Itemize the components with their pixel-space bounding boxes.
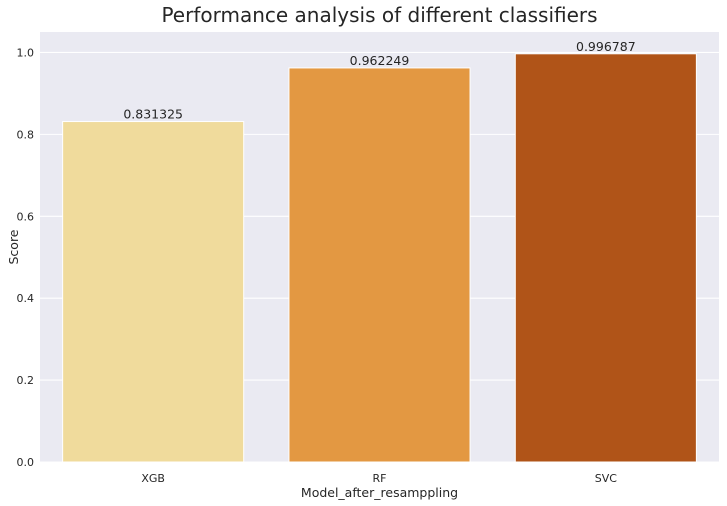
x-tick-label-svc: SVC: [595, 472, 618, 485]
y-tick-label: 1.0: [17, 46, 35, 59]
x-axis-ticks: XGB RF SVC: [141, 472, 617, 485]
chart-title: Performance analysis of different classi…: [161, 3, 597, 27]
y-axis-label: Score: [6, 229, 21, 264]
bar-svc: [514, 53, 697, 463]
y-tick-label: 0.4: [17, 292, 35, 305]
bar-xgb: [62, 121, 245, 463]
bar-rf: [288, 67, 471, 463]
x-axis-label: Model_after_resamppling: [301, 485, 458, 500]
data-label-svc: 0.996787: [576, 39, 636, 54]
x-tick-label-xgb: XGB: [141, 472, 165, 485]
x-tick-label-rf: RF: [373, 472, 387, 485]
data-label-xgb: 0.831325: [123, 107, 183, 122]
y-tick-label: 0.0: [17, 456, 35, 469]
data-label-rf: 0.962249: [350, 53, 410, 68]
y-axis-ticks: 0.0 0.2 0.4 0.6 0.8 1.0: [17, 46, 35, 469]
bars: [62, 53, 697, 463]
y-tick-label: 0.2: [17, 374, 35, 387]
data-labels: 0.831325 0.962249 0.996787: [123, 39, 635, 122]
y-tick-label: 0.8: [17, 128, 35, 141]
y-tick-label: 0.6: [17, 210, 35, 223]
